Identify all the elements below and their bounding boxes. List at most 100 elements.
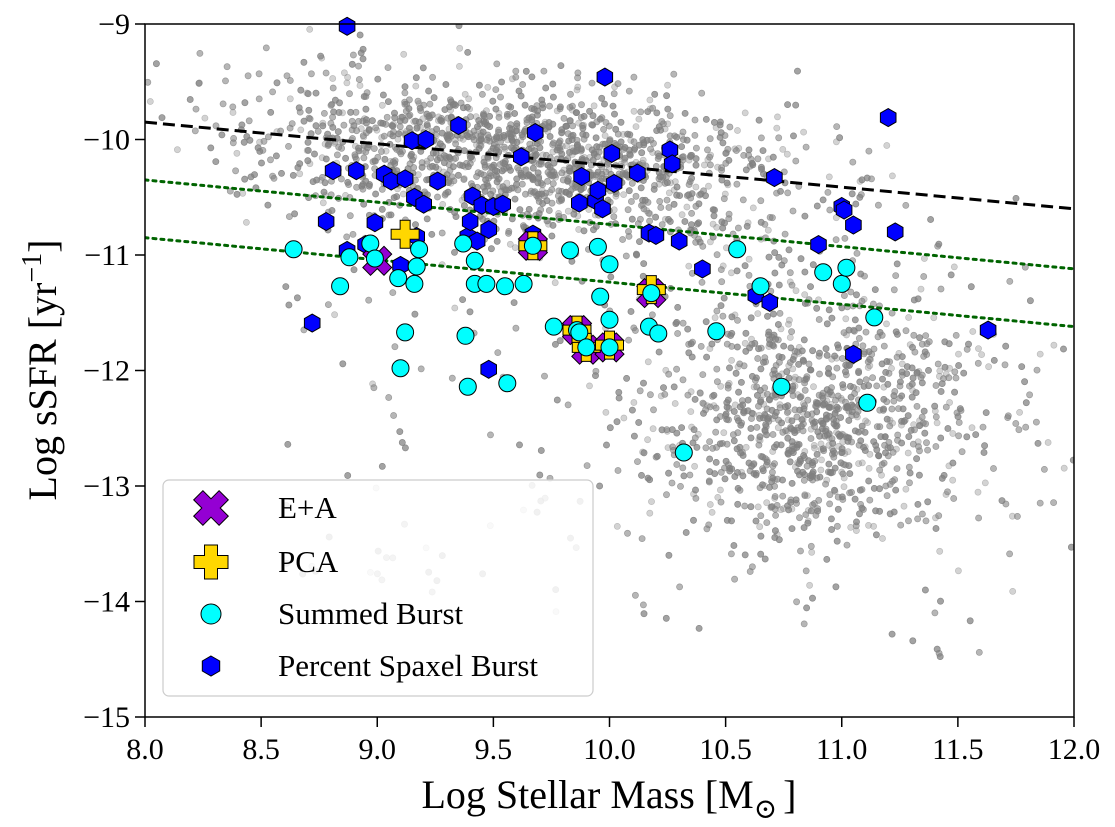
- background-point: [998, 497, 1006, 504]
- background-point: [558, 195, 565, 202]
- background-point: [596, 482, 603, 490]
- background-point: [646, 476, 653, 484]
- background-point: [769, 214, 776, 222]
- background-point: [493, 143, 501, 151]
- background-point: [831, 464, 839, 472]
- background-point: [843, 541, 851, 549]
- background-point: [795, 460, 803, 467]
- background-point: [606, 137, 613, 145]
- background-point: [730, 437, 738, 445]
- background-point: [804, 492, 811, 499]
- background-point: [555, 139, 563, 147]
- background-point: [480, 111, 487, 119]
- background-point: [922, 586, 929, 594]
- background-point: [902, 327, 910, 335]
- background-point: [788, 281, 796, 289]
- background-point: [823, 476, 831, 484]
- background-point: [840, 483, 848, 491]
- background-point: [730, 437, 738, 445]
- background-point: [786, 334, 794, 341]
- background-point: [841, 450, 849, 457]
- background-point: [500, 143, 508, 151]
- background-point: [564, 207, 572, 215]
- background-point: [855, 334, 863, 342]
- background-point: [731, 401, 739, 409]
- background-point: [734, 363, 742, 371]
- background-point: [606, 424, 614, 432]
- background-point: [518, 131, 526, 139]
- background-point: [447, 106, 454, 114]
- background-point: [317, 176, 325, 184]
- background-point: [507, 103, 515, 111]
- background-point: [513, 120, 521, 128]
- background-point: [831, 411, 839, 418]
- background-point: [858, 297, 866, 305]
- background-point: [760, 400, 767, 408]
- background-point: [640, 379, 647, 387]
- background-point: [942, 491, 950, 498]
- background-point: [838, 468, 846, 476]
- background-point: [915, 367, 923, 375]
- background-point: [867, 356, 874, 363]
- background-point: [880, 342, 888, 350]
- background-point: [459, 162, 467, 169]
- background-point: [950, 263, 958, 271]
- background-point: [370, 384, 378, 392]
- background-point: [757, 550, 765, 558]
- background-point: [447, 132, 455, 140]
- background-point: [709, 444, 716, 452]
- background-point: [847, 524, 855, 531]
- background-point: [870, 522, 877, 530]
- background-point: [775, 321, 782, 328]
- background-point: [512, 324, 520, 332]
- background-point: [931, 609, 939, 617]
- background-point: [296, 170, 304, 178]
- background-point: [876, 485, 883, 493]
- background-point: [306, 25, 314, 33]
- background-point: [518, 180, 526, 188]
- background-point: [773, 124, 781, 132]
- background-point: [756, 437, 764, 444]
- background-point: [822, 480, 829, 488]
- background-point: [724, 181, 732, 189]
- background-point: [469, 156, 476, 163]
- background-point: [678, 132, 686, 140]
- background-point: [455, 63, 463, 70]
- background-point: [955, 419, 963, 426]
- background-point: [438, 229, 446, 237]
- background-point: [864, 364, 872, 371]
- background-point: [749, 204, 757, 212]
- background-point: [679, 319, 687, 327]
- background-point: [655, 180, 663, 188]
- background-point: [713, 307, 721, 315]
- background-point: [784, 427, 791, 435]
- background-point: [644, 436, 651, 444]
- background-point: [932, 514, 939, 522]
- background-point: [579, 130, 587, 138]
- background-point: [918, 340, 926, 348]
- background-point: [744, 396, 752, 404]
- background-point: [649, 149, 656, 156]
- background-point: [507, 103, 515, 111]
- background-point: [591, 173, 599, 181]
- background-point: [602, 408, 610, 416]
- background-point: [727, 332, 734, 339]
- background-point: [532, 151, 540, 158]
- background-point: [303, 147, 311, 154]
- background-point: [564, 401, 572, 409]
- background-point: [415, 100, 423, 108]
- background-point: [460, 202, 468, 210]
- background-point: [567, 117, 574, 124]
- background-point: [817, 446, 825, 453]
- background-point: [719, 312, 727, 320]
- background-point: [510, 184, 518, 192]
- background-point: [930, 314, 938, 322]
- background-point: [801, 386, 809, 394]
- background-point: [796, 514, 803, 522]
- background-point: [472, 113, 480, 120]
- background-point: [692, 183, 700, 191]
- background-point: [382, 147, 390, 155]
- background-point: [827, 469, 835, 477]
- background-point: [340, 121, 348, 129]
- background-point: [573, 86, 581, 94]
